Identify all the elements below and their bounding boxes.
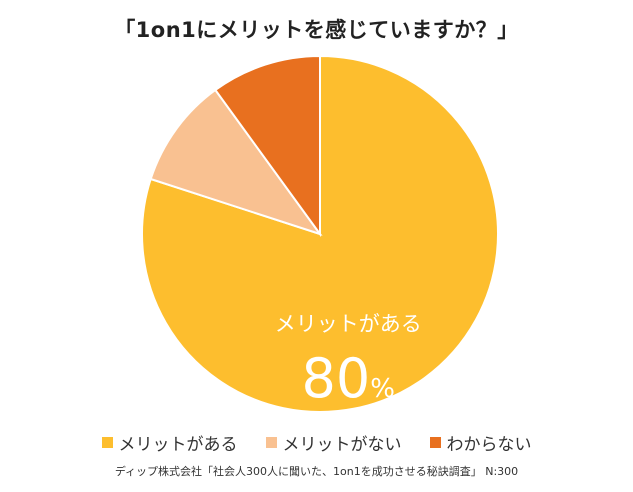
legend-label: メリットがない — [282, 435, 402, 455]
chart-title: 「1on1にメリットを感じていますか？」 — [114, 18, 519, 42]
legend-item-3: わからない — [429, 430, 532, 455]
legend-label: わからない — [446, 435, 532, 455]
data-label-category: メリットがある — [275, 312, 422, 336]
pie-slice-2 — [149, 88, 323, 236]
pie-slices — [141, 54, 499, 413]
legend-swatch — [265, 437, 277, 448]
data-label-value: 80% — [302, 347, 395, 410]
pie-slice-1 — [141, 54, 499, 413]
legend-item-2: メリットがない — [265, 430, 402, 455]
legend-swatch — [429, 437, 441, 448]
pie-data-labels: メリットがある 80% — [275, 312, 422, 410]
legend-item-1: メリットがある — [101, 430, 238, 455]
legend-label: メリットがある — [118, 435, 238, 455]
pie-slice-3 — [213, 54, 321, 238]
legend-swatch — [101, 437, 113, 448]
legend: メリットがある メリットがない わからない — [0, 430, 633, 455]
source-note: ディップ株式会社「社会人300人に聞いた、1on1を成功させる秘訣調査」 N:3… — [114, 465, 519, 478]
